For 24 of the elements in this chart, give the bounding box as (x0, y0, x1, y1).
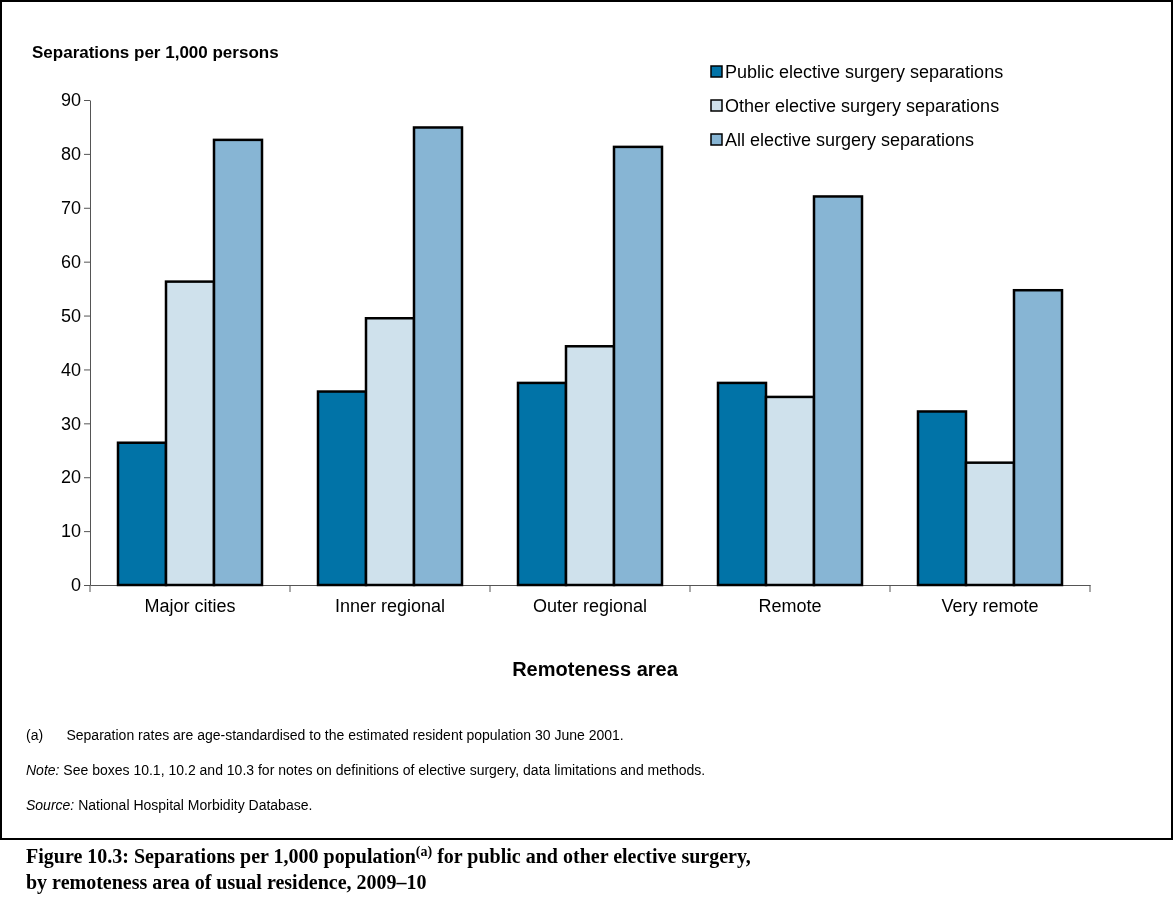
text: Note: See boxes 10.1, 10.2 and 10.3 for notes on definitions of elective surgery, data limitations and methods. (26, 762, 706, 778)
y-tick-label: 0 (70, 575, 81, 596)
source-note: Source: National Hospital Morbidity Database. (26, 797, 313, 813)
x-tick-label: Major cities (144, 595, 236, 616)
text: Figure 10.3: Separations per 1,000 population$^{(a)}$ for public and other elective surgery, by remoteness area of usual residence, 2009–10 (26, 843, 751, 894)
x-tick-label: Inner regional (334, 595, 446, 616)
y-tick-label: 30 (60, 413, 81, 434)
legend-label: All elective surgery separations (725, 130, 975, 150)
y-tick-label: 50 (60, 305, 81, 326)
legend-label: Other elective surgery separations (725, 96, 1000, 116)
text: (a) Separation rates are age-standardised to the estimated resident population 30 June 2001. (26, 727, 624, 743)
legend-label: Public elective surgery separations (725, 62, 1004, 82)
x-tick-label: Very remote (941, 595, 1039, 616)
x-tick-label: Remote (758, 595, 822, 616)
y-tick-label: 90 (60, 90, 81, 111)
y-tick-label: 40 (60, 359, 81, 380)
y-tick-label: 60 (60, 251, 81, 272)
x-tick-label: Outer regional (532, 595, 648, 616)
y-tick-label: 20 (60, 467, 81, 488)
y-tick-label: 80 (60, 144, 81, 165)
y-axis-title: Separations per 1,000 persons (32, 43, 279, 62)
y-tick-label: 10 (60, 521, 81, 542)
y-tick-label: 70 (60, 198, 81, 219)
x-axis-title: Remoteness area (512, 658, 679, 680)
